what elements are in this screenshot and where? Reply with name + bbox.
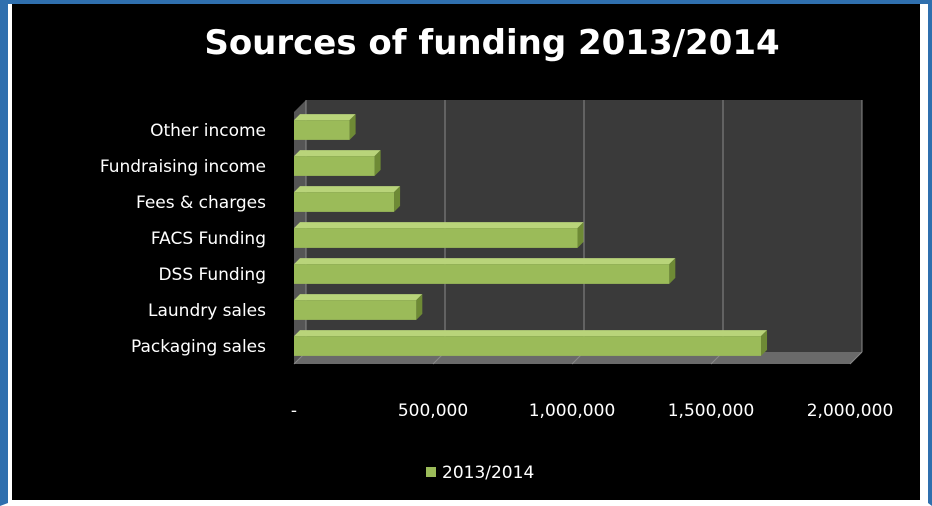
x-tick-label: 500,000 bbox=[398, 401, 468, 421]
x-tick-labels: - 500,000 1,000,000 1,500,000 2,000,000 bbox=[291, 401, 893, 421]
chart-title: Sources of funding 2013/2014 bbox=[204, 23, 779, 63]
legend: 2013/2014 bbox=[426, 463, 534, 483]
category-labels: Other income Fundraising income Fees & cha… bbox=[100, 121, 266, 357]
bar bbox=[294, 150, 381, 176]
legend-swatch bbox=[426, 467, 436, 477]
category-label: Laundry sales bbox=[148, 301, 266, 321]
x-tick-label: - bbox=[291, 401, 297, 421]
category-label: DSS Funding bbox=[158, 265, 266, 285]
category-label: Fees & charges bbox=[136, 193, 266, 213]
bar bbox=[294, 258, 676, 284]
bars bbox=[294, 114, 768, 356]
bar bbox=[294, 294, 423, 320]
bar bbox=[294, 186, 401, 212]
x-tick-label: 1,500,000 bbox=[668, 401, 755, 421]
bar bbox=[294, 222, 584, 248]
chart-panel: Sources of funding 2013/2014 Other incom… bbox=[12, 4, 920, 500]
legend-label: 2013/2014 bbox=[442, 463, 534, 483]
category-label: Packaging sales bbox=[131, 337, 266, 357]
category-label: Other income bbox=[150, 121, 266, 141]
x-tick-label: 1,000,000 bbox=[529, 401, 616, 421]
bar-chart: Sources of funding 2013/2014 Other incom… bbox=[100, 23, 893, 483]
gridline-floor bbox=[849, 351, 863, 365]
category-label: Fundraising income bbox=[100, 157, 266, 177]
x-tick-label: 2,000,000 bbox=[807, 401, 894, 421]
bar bbox=[294, 114, 356, 140]
category-label: FACS Funding bbox=[151, 229, 266, 249]
bar bbox=[294, 330, 768, 356]
